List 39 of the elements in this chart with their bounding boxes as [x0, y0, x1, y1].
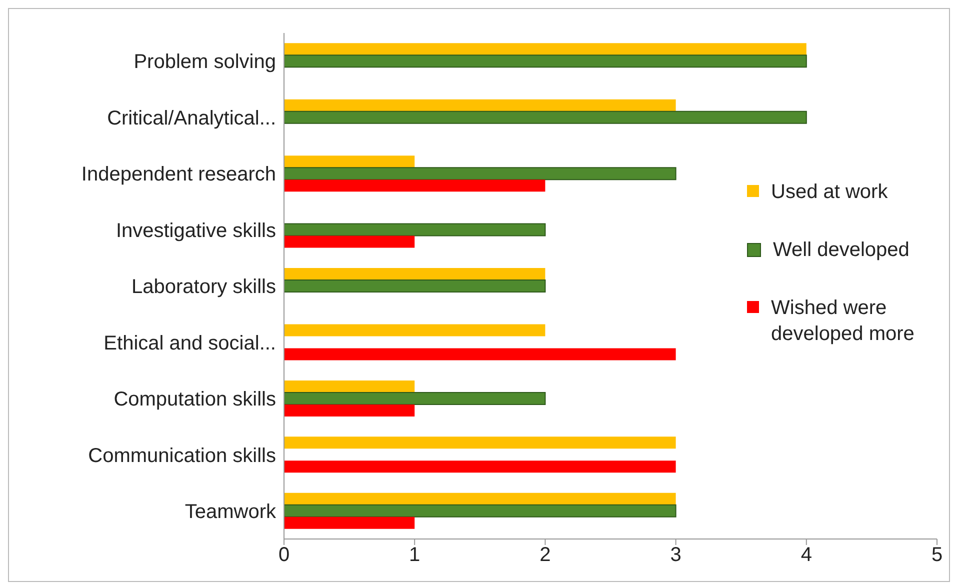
bar: [284, 324, 546, 336]
legend-label: Used at work: [771, 180, 888, 205]
y-tick-label: Laboratory skills: [131, 276, 276, 298]
bar: [284, 54, 807, 68]
bar: [284, 99, 676, 112]
bar: [284, 436, 676, 449]
bar: [284, 404, 415, 416]
bar: [284, 380, 415, 392]
x-tick-label: 5: [931, 544, 943, 566]
y-tick-label: Ethical and social...: [104, 332, 276, 354]
x-tick-label: 3: [670, 544, 682, 566]
legend-label: Well developed: [773, 238, 910, 263]
y-tick-label: Teamwork: [184, 500, 277, 523]
bar: [284, 460, 676, 473]
bar: [284, 280, 546, 293]
bar: [284, 392, 546, 405]
y-tick-label: Computation skills: [114, 388, 276, 411]
x-tick-label: 4: [800, 544, 812, 566]
bar: [284, 110, 807, 124]
x-tick-label: 2: [540, 544, 551, 566]
bar: [284, 156, 415, 168]
bar: [284, 236, 415, 248]
bar: [284, 492, 676, 505]
y-tick-label: Communication skills: [88, 444, 276, 467]
y-tick-label: Problem solving: [134, 51, 276, 74]
bar: [284, 167, 676, 180]
bar: [284, 43, 806, 56]
bar: [284, 348, 676, 360]
bar: [284, 180, 546, 192]
y-tick-label: Critical/Analytical...: [107, 107, 276, 130]
y-tick-label: Investigative skills: [116, 220, 276, 242]
x-tick-label: 0: [278, 544, 290, 566]
legend-label: Wished were developed more: [771, 296, 916, 347]
bar: [284, 223, 546, 236]
bar: [284, 268, 546, 280]
bar: [284, 504, 676, 518]
bar: [284, 516, 415, 529]
x-tick-label: 1: [409, 544, 420, 566]
y-tick-label: Independent research: [81, 164, 276, 186]
